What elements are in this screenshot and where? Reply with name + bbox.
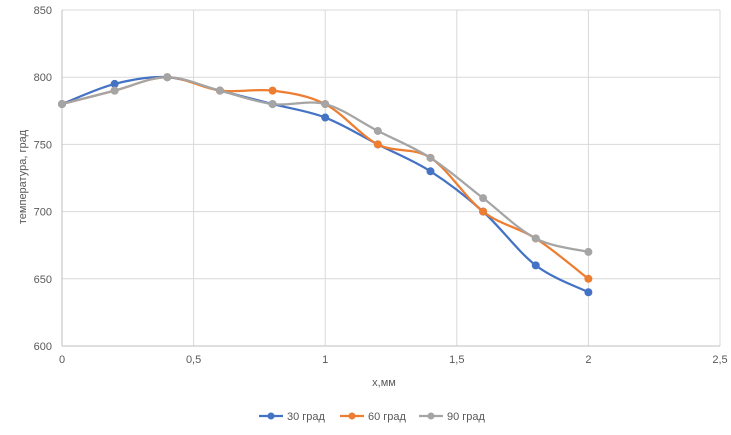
x-tick-label: 0 — [59, 354, 65, 366]
legend-label-1: 30 град — [287, 411, 326, 423]
legend: 30 град 60 град 90 град — [259, 411, 486, 423]
y-tick-label: 800 — [34, 72, 52, 84]
legend-marker-2 — [348, 412, 356, 420]
y-tick-label: 850 — [34, 5, 52, 17]
y-tick-label: 650 — [34, 274, 52, 286]
x-tick-label: 1 — [322, 354, 328, 366]
data-point — [110, 86, 119, 95]
x-tick-label: 2 — [585, 354, 591, 366]
series-markers — [58, 73, 593, 297]
y-axis-title: температура, град — [17, 129, 29, 224]
x-tick-label: 0,5 — [186, 354, 201, 366]
legend-marker-1 — [267, 412, 275, 420]
data-point — [163, 73, 172, 82]
x-tick-label: 2,5 — [712, 354, 727, 366]
data-point — [373, 126, 382, 135]
gridlines — [61, 9, 721, 347]
data-point — [321, 113, 330, 122]
data-point — [268, 86, 277, 95]
tick-labels: 600 650 700 750 800 850 0 0,5 1 1,5 2 2,5 — [34, 5, 728, 366]
data-point — [531, 234, 540, 243]
axes — [61, 10, 720, 347]
data-point — [479, 207, 488, 216]
data-point — [426, 153, 435, 162]
y-tick-label: 700 — [34, 207, 52, 219]
data-point — [268, 100, 277, 109]
legend-marker-3 — [427, 412, 435, 420]
data-point — [215, 86, 224, 95]
data-point — [373, 140, 382, 149]
x-axis-title: х,мм — [372, 377, 396, 389]
data-point — [426, 167, 435, 176]
data-point — [110, 79, 119, 88]
legend-label-3: 90 град — [447, 411, 486, 423]
y-tick-label: 600 — [34, 341, 52, 353]
legend-label-2: 60 град — [368, 411, 407, 423]
data-point — [58, 100, 66, 109]
data-point — [321, 100, 330, 109]
y-tick-label: 750 — [34, 139, 52, 151]
data-point — [584, 288, 593, 297]
x-tick-label: 1,5 — [449, 354, 464, 366]
data-point — [531, 261, 540, 270]
data-point — [584, 247, 593, 256]
data-point — [584, 274, 593, 283]
data-point — [479, 194, 488, 203]
